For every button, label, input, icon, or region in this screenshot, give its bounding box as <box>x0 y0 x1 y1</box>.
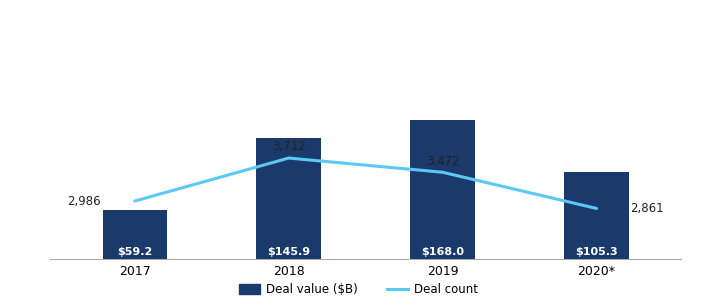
Text: $145.9: $145.9 <box>267 247 310 257</box>
Bar <box>564 172 629 259</box>
Text: 2,861: 2,861 <box>630 202 664 215</box>
Text: 2,986: 2,986 <box>67 195 101 208</box>
Bar <box>257 138 321 259</box>
Text: 2017–2020*: 2017–2020* <box>11 41 87 54</box>
Text: Total global investment activity (VC, PE and M&A) in fintech: Total global investment activity (VC, PE… <box>11 21 508 36</box>
Bar <box>410 120 475 259</box>
Text: $59.2: $59.2 <box>117 247 153 257</box>
Bar <box>103 210 167 259</box>
Text: 3,472: 3,472 <box>426 154 460 168</box>
Text: $168.0: $168.0 <box>421 247 464 257</box>
Legend: Deal value ($B), Deal count: Deal value ($B), Deal count <box>234 279 483 301</box>
Text: $105.3: $105.3 <box>575 247 618 257</box>
Text: 3,712: 3,712 <box>272 140 305 153</box>
